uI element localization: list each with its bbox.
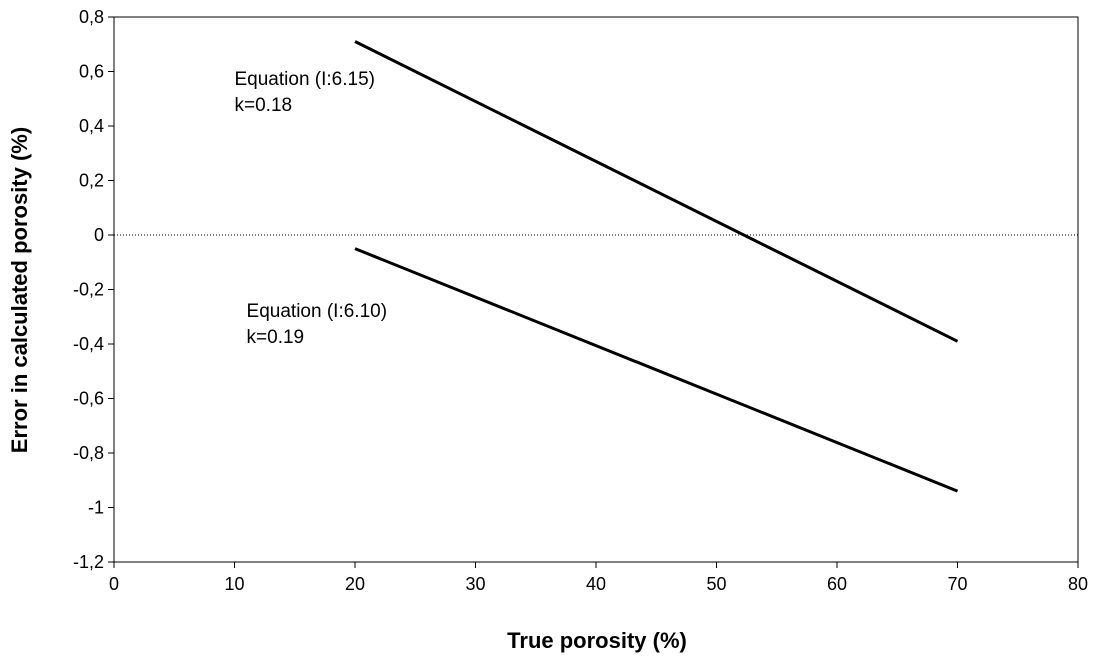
x-axis-title: True porosity (%)	[507, 628, 687, 653]
y-tick-label: 0	[94, 225, 104, 245]
y-tick-label: -0,2	[73, 280, 104, 300]
y-tick-label: -0,6	[73, 389, 104, 409]
series-layer	[354, 40, 959, 493]
annotation-line: k=0.18	[235, 95, 293, 116]
x-tick-label: 10	[224, 574, 244, 594]
x-tick-label: 40	[586, 574, 606, 594]
x-tick-label: 20	[345, 574, 365, 594]
y-axis-title: Error in calculated porosity (%)	[7, 127, 32, 453]
x-tick-label: 70	[947, 574, 967, 594]
annotation-line: Equation (I:6.10)	[247, 301, 387, 322]
x-tick-label: 30	[465, 574, 485, 594]
y-tick-label: -1	[88, 498, 104, 518]
x-tick-label: 0	[109, 574, 119, 594]
y-tick-label: -0,8	[73, 443, 104, 463]
x-tick-label: 80	[1068, 574, 1088, 594]
y-tick-label: 0,8	[79, 7, 104, 27]
annotation-1: Equation (I:6.15) k=0.18	[235, 69, 375, 116]
series-line-1	[354, 40, 959, 343]
y-tick-label: -0,4	[73, 334, 104, 354]
y-tick-label: 0,4	[79, 116, 104, 136]
annotation-line: Equation (I:6.15)	[235, 69, 375, 90]
x-tick-label: 60	[827, 574, 847, 594]
annotations-layer: Equation (I:6.15) k=0.18 Equation (I:6.10)…	[235, 69, 388, 348]
x-tick-label: 50	[706, 574, 726, 594]
y-tick-label: -1,2	[73, 552, 104, 572]
annotation-line: k=0.19	[247, 327, 305, 348]
y-tick-label: 0,6	[79, 62, 104, 82]
y-axis-ticks: 0,8 0,6 0,4 0,2 0 -0,2 -0,4 -0,6 -0,8 -1 -1,2	[73, 7, 114, 572]
y-tick-label: 0,2	[79, 171, 104, 191]
annotation-2: Equation (I:6.10) k=0.19	[247, 301, 387, 348]
series-line-2	[354, 247, 959, 493]
x-axis-ticks: 0 10 20 30 40 50 60 70 80	[109, 562, 1088, 594]
